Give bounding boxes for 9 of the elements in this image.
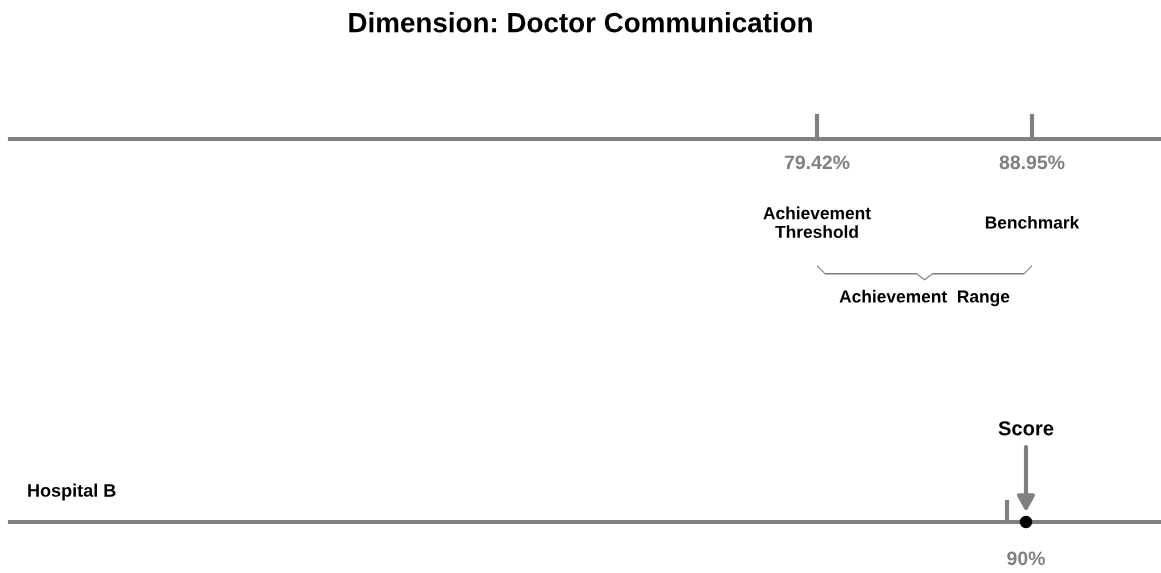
category-label: Hospital B [28,483,116,501]
text: Dimension: Doctor Communication [349,12,812,33]
data-label: 90% [1007,551,1045,566]
text: Achievement Range [839,289,1010,307]
data-label: 88.95% [999,155,1065,170]
data-label: 79.42% [784,155,850,170]
category-label: Benchmark [985,215,1080,229]
category-label: Achievement Threshold [763,206,871,239]
text: Score [998,421,1054,436]
